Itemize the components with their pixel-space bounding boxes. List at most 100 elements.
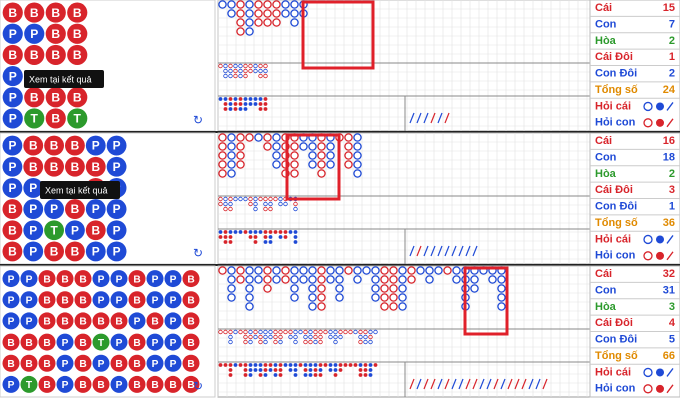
cockroach-mark	[458, 245, 464, 257]
bead	[23, 156, 44, 177]
big-road-mark	[398, 302, 407, 311]
stat-label: Con	[595, 18, 617, 30]
bead-letter: P	[8, 380, 15, 391]
big-road-mark	[389, 266, 398, 275]
bead-letter: P	[29, 245, 37, 259]
bead	[106, 220, 127, 241]
bead	[45, 108, 66, 129]
small-road-mark	[278, 329, 283, 335]
bead	[24, 23, 45, 44]
bead-road-dot	[238, 363, 243, 367]
bead-road-dot	[233, 230, 238, 234]
bead-road-dot	[263, 368, 268, 372]
bead-road-dot	[223, 240, 228, 244]
bead-road-dot	[228, 107, 233, 111]
big-road-mark	[272, 151, 281, 160]
refresh-icon: ↻	[193, 246, 203, 260]
bead-letter: B	[79, 274, 86, 285]
big-road-mark	[497, 275, 506, 284]
big-road-mark	[326, 151, 335, 160]
bead	[182, 312, 200, 330]
bead-road-dot	[303, 363, 308, 367]
big-road-mark	[353, 133, 362, 142]
bead-road-dot	[253, 230, 258, 234]
big-road-mark	[452, 275, 461, 284]
bead	[44, 241, 64, 262]
tooltip	[40, 181, 120, 199]
big-road-mark	[227, 9, 236, 18]
cockroach-mark	[472, 245, 478, 257]
bead-road-dot	[293, 368, 298, 372]
big-road-mark	[326, 275, 335, 284]
bead-road-dot	[313, 368, 318, 372]
bead-letter: P	[170, 317, 177, 328]
cockroach-mark	[409, 378, 415, 390]
bead-letter: B	[43, 317, 50, 328]
big-road-mark	[362, 266, 371, 275]
small-road-mark	[253, 68, 258, 74]
bead-road-dot	[368, 363, 373, 367]
small-road-mark	[278, 334, 283, 340]
ask-icon	[666, 118, 674, 128]
bead-road-dot	[248, 373, 253, 377]
small-road-mark	[273, 334, 278, 340]
small-road-mark	[238, 73, 243, 79]
stat-label: Cái	[595, 268, 612, 280]
small-road-mark	[303, 339, 308, 345]
big-road-mark	[344, 160, 353, 169]
bead	[56, 354, 74, 372]
small-road-mark	[233, 329, 238, 335]
ask-icon	[666, 235, 674, 244]
small-road-mark	[293, 334, 298, 340]
bead	[38, 291, 56, 309]
small-road-mark	[313, 334, 318, 340]
bead-road-dot	[248, 368, 253, 372]
small-road-mark	[278, 196, 283, 202]
bead-letter: B	[79, 380, 86, 391]
big-road-mark	[398, 275, 407, 284]
big-road-mark	[326, 160, 335, 169]
big-road-mark	[398, 293, 407, 302]
small-road-mark	[233, 73, 238, 79]
big-road-mark	[272, 9, 281, 18]
bead	[85, 241, 106, 262]
big-road-mark	[236, 275, 245, 284]
bead-letter: B	[187, 274, 194, 285]
bead-road-dot	[288, 363, 293, 367]
big-road-mark	[353, 160, 362, 169]
highlight	[301, 0, 375, 70]
small-road-mark	[258, 339, 263, 345]
bead-road-dot	[253, 368, 258, 372]
bead-letter: P	[8, 295, 15, 306]
bead	[2, 354, 20, 372]
bead	[44, 156, 64, 177]
bead	[2, 135, 23, 156]
bead-road-dot	[268, 235, 273, 239]
small-road-mark	[228, 196, 233, 202]
big-road-mark	[317, 142, 326, 151]
bead	[92, 333, 110, 351]
stat-value: 66	[663, 350, 675, 362]
bead-road-dot	[338, 363, 343, 367]
big-road-mark	[326, 266, 335, 275]
bead-road-dot	[253, 235, 258, 239]
bead-road-dot	[253, 240, 258, 244]
bead-road-dot	[223, 235, 228, 239]
bead-letter: B	[29, 139, 38, 153]
bead-letter: B	[43, 274, 50, 285]
stat-value: 36	[663, 217, 675, 229]
bead-road-dot	[268, 368, 273, 372]
big-road-mark	[488, 275, 497, 284]
bead-letter: P	[92, 139, 100, 153]
stat-label: Con Đôi	[595, 68, 637, 80]
ask-label: Hỏi cái	[595, 366, 631, 378]
cockroach-mark	[451, 245, 457, 257]
bead	[38, 312, 56, 330]
small-road-mark	[263, 68, 268, 74]
bead	[146, 291, 164, 309]
bead-letter: B	[187, 317, 194, 328]
bead	[74, 375, 92, 393]
bead	[2, 156, 23, 177]
